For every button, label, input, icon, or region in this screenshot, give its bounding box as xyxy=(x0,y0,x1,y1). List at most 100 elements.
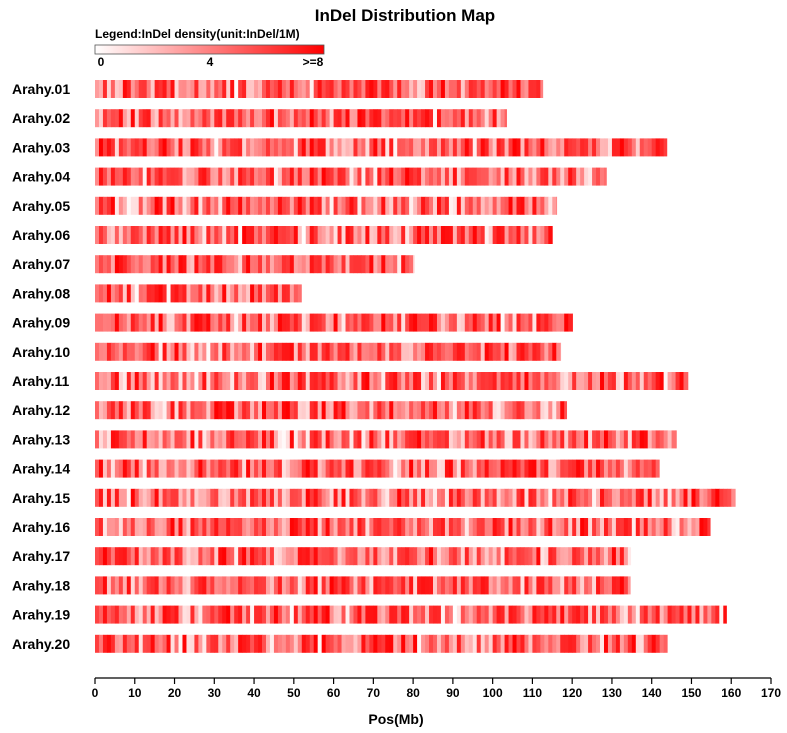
density-bin xyxy=(234,342,239,361)
density-bin xyxy=(540,547,545,566)
density-bin xyxy=(444,430,450,449)
density-bin xyxy=(321,605,327,624)
density-bin xyxy=(623,576,629,595)
density-bin xyxy=(365,605,370,624)
density-bin xyxy=(301,547,307,566)
density-bin xyxy=(138,255,144,274)
density-bin xyxy=(436,576,442,595)
density-bin xyxy=(667,488,672,507)
density-bin xyxy=(182,547,187,566)
density-bin xyxy=(357,313,362,332)
density-bin xyxy=(405,488,410,507)
density-bin xyxy=(250,342,255,361)
density-bin xyxy=(508,518,513,536)
density-bin xyxy=(603,605,609,624)
density-bin xyxy=(504,372,509,390)
density-bin xyxy=(218,342,223,361)
density-bin xyxy=(421,196,426,215)
density-bin xyxy=(540,488,545,507)
density-bin xyxy=(448,459,454,478)
density-bin xyxy=(433,518,438,536)
density-bin xyxy=(619,518,625,536)
density-bin xyxy=(409,547,414,566)
density-bin xyxy=(385,313,390,332)
density-bin xyxy=(580,372,585,390)
density-bin xyxy=(405,401,410,420)
density-bin xyxy=(520,576,525,595)
density-bin xyxy=(409,459,414,478)
density-bin xyxy=(194,167,199,186)
density-bin xyxy=(138,488,144,507)
density-bin xyxy=(448,138,454,157)
density-bin xyxy=(102,255,108,274)
density-bin xyxy=(138,342,144,361)
density-bin xyxy=(269,80,275,98)
density-bin xyxy=(464,167,470,186)
density-bin xyxy=(373,488,378,507)
density-bin xyxy=(238,372,243,390)
density-bin xyxy=(452,576,458,595)
density-bin xyxy=(468,313,474,332)
density-bin xyxy=(317,313,323,332)
density-bin xyxy=(341,196,346,215)
density-bin xyxy=(397,576,402,595)
density-bin xyxy=(106,488,112,507)
density-bin xyxy=(528,167,533,186)
density-bin xyxy=(436,138,442,157)
density-bin xyxy=(671,372,676,390)
density-bin xyxy=(484,605,490,624)
density-bin xyxy=(329,255,334,274)
density-bin xyxy=(182,109,187,128)
density-bin xyxy=(417,459,422,478)
density-bin xyxy=(154,430,160,449)
density-bin xyxy=(333,605,338,624)
density-bin xyxy=(472,167,478,186)
density-bin xyxy=(345,488,350,507)
density-bin xyxy=(421,138,426,157)
density-bin xyxy=(524,196,529,215)
density-bin xyxy=(198,313,203,332)
density-bin xyxy=(472,605,478,624)
density-bin xyxy=(313,313,319,332)
density-track xyxy=(95,313,573,332)
density-bin xyxy=(186,430,191,449)
density-bin xyxy=(118,255,124,274)
density-bin xyxy=(476,109,482,128)
density-bin xyxy=(611,547,617,566)
density-bin xyxy=(162,634,167,653)
density-bin xyxy=(556,634,561,653)
density-bin xyxy=(170,372,175,390)
density-bin xyxy=(333,401,338,420)
density-bin xyxy=(381,109,386,128)
density-bin xyxy=(301,138,307,157)
density-bin xyxy=(596,167,601,186)
density-bin xyxy=(154,255,160,274)
density-bin xyxy=(242,430,247,449)
density-bin xyxy=(126,80,132,98)
density-bin xyxy=(190,518,195,536)
density-bin xyxy=(425,138,430,157)
density-bin xyxy=(615,430,621,449)
density-bin xyxy=(230,430,235,449)
density-bin xyxy=(170,401,175,420)
density-bin xyxy=(456,401,462,420)
density-bin xyxy=(281,634,287,653)
density-bin xyxy=(607,547,613,566)
density-bin xyxy=(226,80,231,98)
density-bin xyxy=(95,488,100,507)
density-bin xyxy=(174,518,179,536)
density-bin xyxy=(329,576,334,595)
density-bin xyxy=(146,459,152,478)
density-bin xyxy=(536,459,541,478)
density-bin xyxy=(544,605,549,624)
density-bin xyxy=(166,430,171,449)
density-bin xyxy=(417,401,422,420)
density-bin xyxy=(301,342,307,361)
density-bin xyxy=(540,401,545,420)
density-bin xyxy=(544,547,549,566)
density-bin xyxy=(114,401,120,420)
density-bin xyxy=(504,342,509,361)
density-bin xyxy=(548,342,553,361)
density-bin xyxy=(448,430,454,449)
density-bin xyxy=(262,518,267,536)
